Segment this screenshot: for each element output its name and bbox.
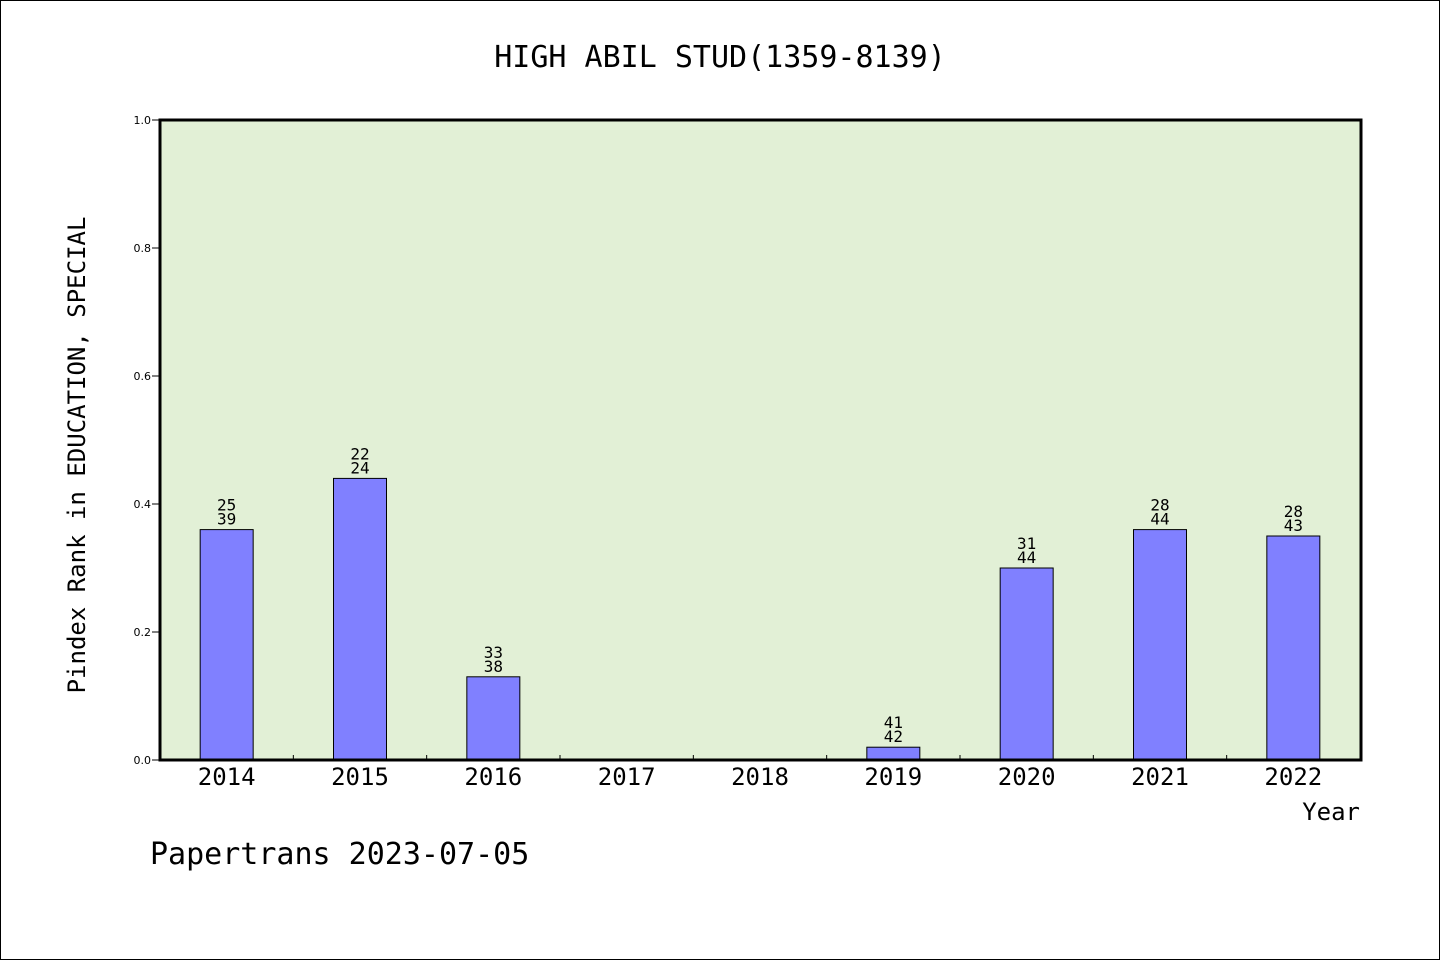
bar-label-top: 28 [1150, 496, 1169, 515]
bar-label-top: 25 [217, 496, 236, 515]
bar-label-top: 22 [350, 444, 369, 463]
y-tick-label: 0.6 [134, 370, 152, 383]
y-axis-label: Pindex Rank in EDUCATION, SPECIAL [63, 217, 91, 694]
bar [466, 676, 521, 761]
bar-label-bottom: 44 [1150, 510, 1169, 529]
x-axis-label: Year [1302, 798, 1360, 826]
bar [1133, 529, 1187, 761]
bar-label-bottom: 42 [884, 727, 903, 746]
bar-label-top: 41 [884, 713, 903, 732]
y-tick-label: 0.8 [134, 242, 152, 255]
x-tick-label: 2022 [1264, 763, 1322, 791]
y-tick-label: 0.4 [134, 498, 152, 511]
bar-label-top: 31 [1017, 534, 1036, 553]
bar-label-bottom: 44 [1017, 548, 1036, 567]
footer-text: Papertrans 2023-07-05 [150, 837, 529, 872]
x-tick-label: 2014 [198, 763, 256, 791]
x-tick-label: 2021 [1131, 763, 1189, 791]
bar-label-top: 33 [484, 643, 503, 662]
bar-label-top: 28 [1284, 502, 1303, 521]
bar [1266, 535, 1321, 761]
y-axis: 0.0 0.2 0.4 0.6 0.8 1.0 [134, 114, 160, 767]
bar-label-bottom: 24 [350, 458, 369, 477]
chart-title: HIGH ABIL STUD(1359-8139) [494, 40, 946, 75]
x-tick-label: 2018 [731, 763, 789, 791]
bar-label-bottom: 39 [217, 510, 236, 529]
x-tick-label: 2020 [998, 763, 1056, 791]
x-tick-label: 2016 [464, 763, 522, 791]
y-tick-label: 0.2 [134, 626, 152, 639]
bar-label-bottom: 43 [1284, 516, 1303, 535]
bar [866, 746, 921, 761]
bar-label-bottom: 38 [484, 657, 503, 676]
y-tick-label: 0.0 [134, 754, 152, 767]
x-tick-label: 2019 [864, 763, 922, 791]
bar [199, 529, 254, 761]
x-tick-label: 2015 [331, 763, 389, 791]
y-tick-label: 1.0 [134, 114, 152, 127]
bar [333, 477, 387, 761]
x-axis: 2014 2015 2016 2017 2018 2019 2020 2021 2022 [198, 755, 1322, 791]
x-tick-label: 2017 [598, 763, 656, 791]
bar [999, 567, 1054, 761]
plot-border [158, 118, 1363, 762]
